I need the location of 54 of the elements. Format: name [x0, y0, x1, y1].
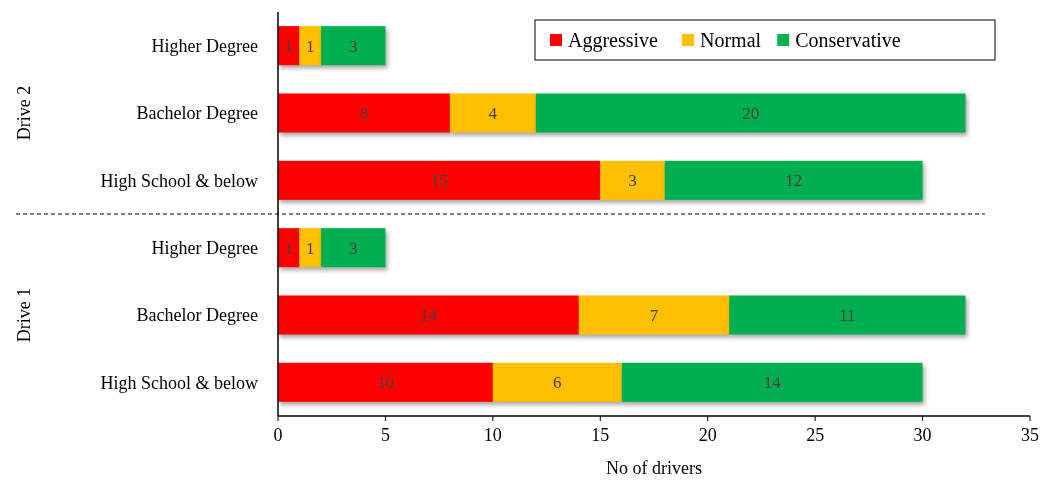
- bar: [600, 160, 665, 200]
- data-label: 1: [284, 238, 293, 258]
- x-tick-label: 15: [591, 425, 610, 445]
- bar: [320, 26, 386, 66]
- bar: [664, 160, 923, 200]
- data-label: 15: [430, 171, 448, 191]
- bar: [621, 362, 923, 402]
- x-tick-label: 0: [273, 425, 283, 445]
- bar: [299, 26, 321, 66]
- data-label: 1: [284, 36, 293, 56]
- y-tick-label: High School & below: [100, 170, 258, 191]
- x-tick-label: 20: [698, 425, 717, 445]
- x-tick-label: 5: [380, 425, 390, 445]
- data-label: 10: [376, 373, 394, 393]
- y-tick-label: Higher Degree: [151, 35, 258, 56]
- data-label: 14: [763, 373, 782, 393]
- data-label: 3: [348, 36, 358, 56]
- data-label: 3: [348, 238, 358, 258]
- data-label: 12: [785, 171, 803, 191]
- bar: [578, 295, 730, 335]
- x-tick-label: 35: [1021, 425, 1039, 445]
- data-label: 14: [419, 305, 438, 325]
- text: Drive 2: [14, 85, 34, 141]
- bar: [299, 228, 321, 268]
- bar: [278, 295, 579, 335]
- bar: [535, 93, 966, 133]
- legend-label: Aggressive: [568, 29, 659, 52]
- x-axis-title: No of drivers: [606, 458, 702, 478]
- data-label: 11: [839, 305, 856, 325]
- data-label: 7: [649, 305, 659, 325]
- data-label: 20: [742, 103, 760, 123]
- bar: [449, 93, 536, 133]
- data-label: 8: [359, 103, 369, 123]
- bar: [278, 93, 450, 133]
- x-tick-label: 10: [483, 425, 502, 445]
- x-tick-label: 30: [913, 425, 932, 445]
- bar: [278, 362, 493, 402]
- data-label: 4: [488, 103, 498, 123]
- data-label: 1: [305, 238, 315, 258]
- text: Drive 1: [14, 287, 34, 343]
- y-tick-label: High School & below: [100, 372, 258, 393]
- y-tick-label: Bachelor Degree: [136, 103, 258, 124]
- y-tick-label: Higher Degree: [151, 237, 258, 258]
- legend-label: Conservative: [795, 29, 901, 51]
- bar: [320, 228, 386, 268]
- data-label: 1: [305, 36, 315, 56]
- legend-label: Normal: [700, 29, 762, 51]
- data-label: 6: [553, 373, 562, 393]
- bar: [729, 295, 966, 335]
- x-tick-label: 25: [806, 425, 825, 445]
- bar: [492, 362, 622, 402]
- bar: [278, 160, 601, 200]
- y-tick-label: Bachelor Degree: [136, 305, 258, 326]
- data-label: 3: [628, 171, 637, 191]
